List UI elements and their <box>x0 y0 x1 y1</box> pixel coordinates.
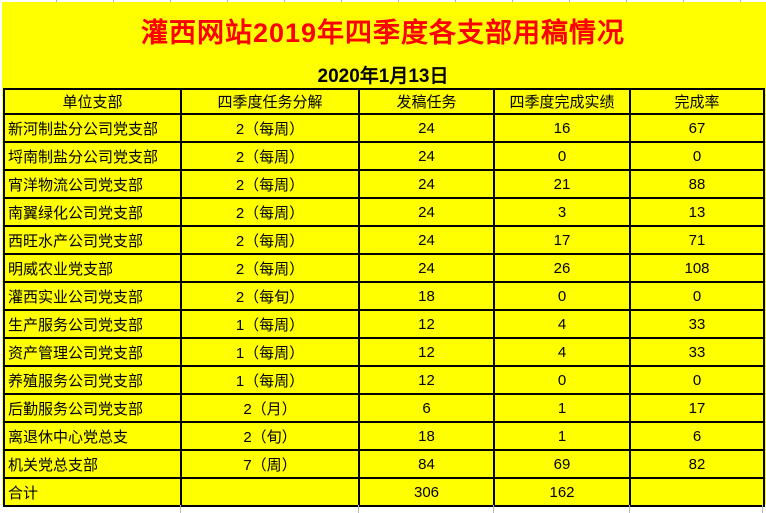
table-row: 离退休中心党总支 2（旬） 18 1 6 <box>3 421 765 451</box>
table-row: 生产服务公司党支部 1（每周） 12 4 33 <box>3 309 765 339</box>
cell-task: 24 <box>358 225 495 255</box>
cell-rate: 0 <box>629 365 765 395</box>
cell-actual: 3 <box>493 197 631 227</box>
table-header-row: 单位支部 四季度任务分解 发稿任务 四季度完成实绩 完成率 <box>3 88 765 115</box>
report-date: 2020年1月13日 <box>317 66 449 87</box>
cell-task: 24 <box>358 169 495 199</box>
cell-actual: 0 <box>493 365 631 395</box>
cell-actual: 1 <box>493 393 631 423</box>
sheet-gridline-ticks <box>0 0 766 2</box>
cell-breakdown: 2（每周） <box>180 113 360 143</box>
header-completed-actual: 四季度完成实绩 <box>493 88 631 115</box>
table-row: 宵洋物流公司党支部 2（每周） 24 21 88 <box>3 169 765 199</box>
cell-task: 24 <box>358 197 495 227</box>
cell-branch: 生产服务公司党支部 <box>3 309 182 339</box>
table-total-row: 合计 306 162 <box>3 477 765 507</box>
cell-actual: 26 <box>493 253 631 283</box>
cell-rate: 71 <box>629 225 765 255</box>
cell-actual: 69 <box>493 449 631 479</box>
cell-rate: 108 <box>629 253 765 283</box>
cell-task: 12 <box>358 309 495 339</box>
cell-breakdown: 1（每周） <box>180 337 360 367</box>
cell-actual: 16 <box>493 113 631 143</box>
table-row: 灌西实业公司党支部 2（每旬） 18 0 0 <box>3 281 765 311</box>
cell-rate: 88 <box>629 169 765 199</box>
cell-actual: 21 <box>493 169 631 199</box>
cell-breakdown: 2（每周） <box>180 141 360 171</box>
cell-actual: 0 <box>493 281 631 311</box>
cell-breakdown: 2（每旬） <box>180 281 360 311</box>
cell-breakdown: 1（每周） <box>180 365 360 395</box>
cell-breakdown: 1（每周） <box>180 309 360 339</box>
gridline <box>180 505 181 513</box>
cell-breakdown: 2（每周） <box>180 225 360 255</box>
table-row: 机关党总支部 7（周） 84 69 82 <box>3 449 765 479</box>
cell-rate <box>629 477 765 507</box>
table-row: 养殖服务公司党支部 1（每周） 12 0 0 <box>3 365 765 395</box>
cell-total-task: 306 <box>358 477 495 507</box>
cell-actual: 0 <box>493 141 631 171</box>
cell-branch: 新河制盐分公司党支部 <box>3 113 182 143</box>
header-submission-task: 发稿任务 <box>358 88 495 115</box>
cell-rate: 82 <box>629 449 765 479</box>
cell-breakdown: 2（月） <box>180 393 360 423</box>
cell-branch: 资产管理公司党支部 <box>3 337 182 367</box>
gridline <box>358 505 359 513</box>
cell-task: 24 <box>358 253 495 283</box>
cell-total-actual: 162 <box>493 477 631 507</box>
cell-actual: 1 <box>493 421 631 451</box>
table-row: 明威农业党支部 2（每周） 24 26 108 <box>3 253 765 283</box>
cell-task: 18 <box>358 421 495 451</box>
cell-branch: 离退休中心党总支 <box>3 421 182 451</box>
cell-rate: 33 <box>629 309 765 339</box>
header-unit-branch: 单位支部 <box>3 88 182 115</box>
gridline <box>493 505 494 513</box>
gridline <box>629 505 630 513</box>
cell-task: 24 <box>358 113 495 143</box>
cell-rate: 17 <box>629 393 765 423</box>
cell-actual: 4 <box>493 309 631 339</box>
table-row: 后勤服务公司党支部 2（月） 6 1 17 <box>3 393 765 423</box>
header-task-breakdown: 四季度任务分解 <box>180 88 360 115</box>
cell-branch: 西旺水产公司党支部 <box>3 225 182 255</box>
cell-rate: 67 <box>629 113 765 143</box>
cell-rate: 33 <box>629 337 765 367</box>
table-row: 西旺水产公司党支部 2（每周） 24 17 71 <box>3 225 765 255</box>
cell-breakdown: 2（每周） <box>180 169 360 199</box>
cell-task: 84 <box>358 449 495 479</box>
cell-breakdown <box>180 477 360 507</box>
cell-breakdown: 2（每周） <box>180 197 360 227</box>
gridline <box>762 505 763 513</box>
table-row: 资产管理公司党支部 1（每周） 12 4 33 <box>3 337 765 367</box>
page-title: 灌西网站2019年四季度各支部用稿情况 <box>140 18 626 48</box>
cell-rate: 6 <box>629 421 765 451</box>
cell-task: 18 <box>358 281 495 311</box>
cell-branch: 明威农业党支部 <box>3 253 182 283</box>
cell-branch: 埒南制盐分公司党支部 <box>3 141 182 171</box>
cell-task: 24 <box>358 141 495 171</box>
table-row: 埒南制盐分公司党支部 2（每周） 24 0 0 <box>3 141 765 171</box>
cell-breakdown: 2（每周） <box>180 253 360 283</box>
cell-task: 12 <box>358 365 495 395</box>
cell-rate: 13 <box>629 197 765 227</box>
cell-branch: 养殖服务公司党支部 <box>3 365 182 395</box>
cell-branch: 宵洋物流公司党支部 <box>3 169 182 199</box>
report-table: 单位支部 四季度任务分解 发稿任务 四季度完成实绩 完成率 新河制盐分公司党支部… <box>3 88 765 507</box>
cell-task: 12 <box>358 337 495 367</box>
cell-branch: 灌西实业公司党支部 <box>3 281 182 311</box>
cell-actual: 4 <box>493 337 631 367</box>
cell-breakdown: 2（旬） <box>180 421 360 451</box>
table-row: 新河制盐分公司党支部 2（每周） 24 16 67 <box>3 113 765 143</box>
header-completion-rate: 完成率 <box>629 88 765 115</box>
cell-rate: 0 <box>629 141 765 171</box>
cell-task: 6 <box>358 393 495 423</box>
table-row: 南翼绿化公司党支部 2（每周） 24 3 13 <box>3 197 765 227</box>
cell-breakdown: 7（周） <box>180 449 360 479</box>
cell-actual: 17 <box>493 225 631 255</box>
cell-branch: 后勤服务公司党支部 <box>3 393 182 423</box>
cell-total-label: 合计 <box>3 477 182 507</box>
cell-branch: 南翼绿化公司党支部 <box>3 197 182 227</box>
cell-rate: 0 <box>629 281 765 311</box>
cell-branch: 机关党总支部 <box>3 449 182 479</box>
